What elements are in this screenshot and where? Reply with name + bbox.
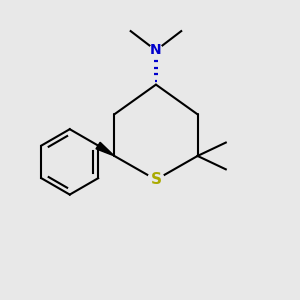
Circle shape [148,171,164,188]
Circle shape [149,44,163,57]
Text: N: N [150,44,162,57]
Text: S: S [150,172,161,187]
Polygon shape [96,142,114,156]
